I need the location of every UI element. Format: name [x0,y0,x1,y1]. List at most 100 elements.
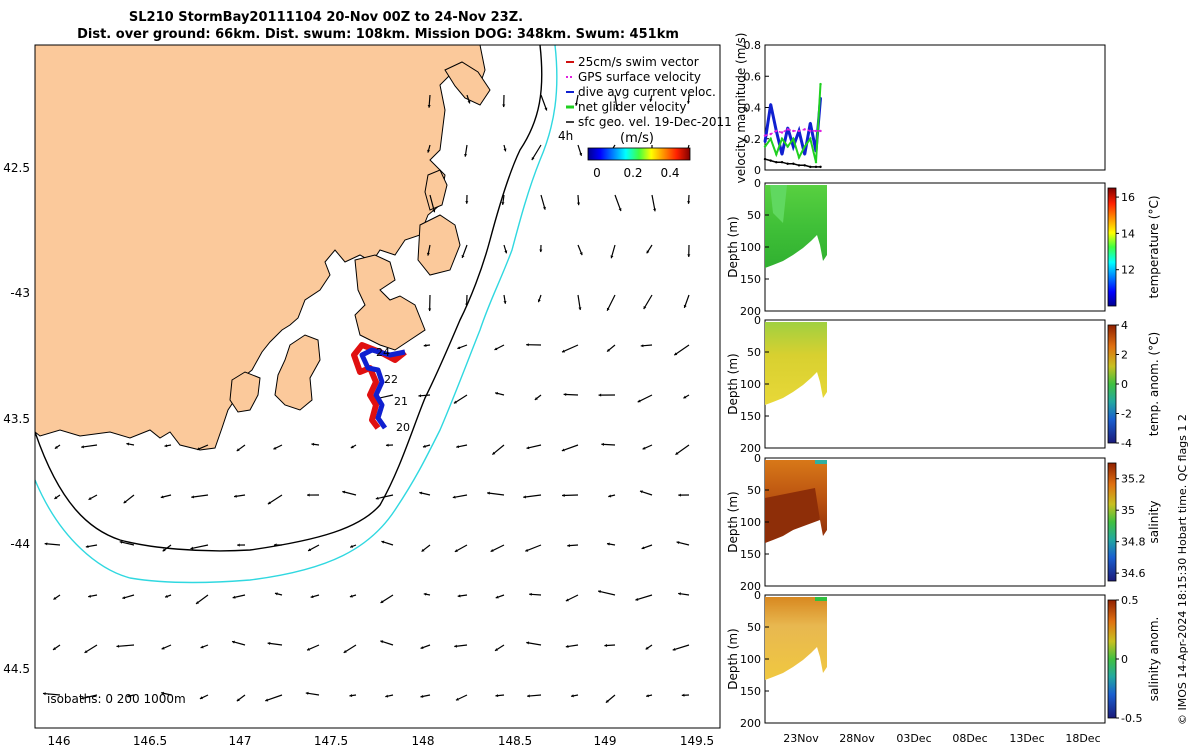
velocity-point [815,166,817,168]
section-colorbar [1108,600,1116,718]
velocity-point [803,164,805,166]
lon-tick: 148.5 [498,734,532,748]
map-lat-ticks: 42.5 -43 43.5 -44 44.5 [3,161,30,676]
velocity-point [815,161,817,163]
colorbar-tick-label: 0 [1121,378,1128,391]
depth-tick-label: 50 [747,346,761,359]
colorbar-tick-label: 2 [1121,349,1128,362]
section-colorbar [1108,325,1116,443]
velocity-point [764,158,766,160]
velocity-point [769,138,771,140]
velocity-point [786,163,788,165]
velocity-point [798,156,800,158]
depth-tick-label: 50 [747,484,761,497]
velocity-point [803,145,805,147]
title-line-1: SL210 StormBay20111104 20-Nov 00Z to 24-… [129,10,523,25]
velocity-point [781,153,783,155]
velocity-point [764,134,766,136]
velocity-point [775,130,777,132]
lat-tick: -43 [10,286,30,300]
colorbar-label: salinity anom. [1147,617,1161,702]
colorbar-tick-label: 34.6 [1121,567,1146,580]
lon-tick: 146 [48,734,71,748]
legend-geo-label: sfc geo. vel. 19-Dec-2011 [578,115,732,129]
colorbar-tick: 0.2 [623,166,642,180]
time-tick-label: 23Nov [783,732,819,745]
depth-tick-label: 100 [740,241,761,254]
scale-label-4h: 4h [558,129,573,143]
velocity-point [769,103,771,105]
section-data-patch [815,597,827,601]
velocity-point [819,83,821,85]
lat-tick: 42.5 [3,161,30,175]
legend-gps-label: GPS surface velocity [578,70,701,84]
depth-axis-label: Depth (m) [726,353,740,414]
colorbar-tick-label: 35 [1121,504,1135,517]
lon-tick: 147 [229,734,252,748]
depth-axis-label: Depth (m) [726,491,740,552]
depth-tick-label: 200 [740,717,761,730]
depth-tick-label: 0 [754,314,761,327]
isobath-label: isobaths: 0 200 1000m [47,692,186,706]
colorbar-label: temp. anom. (°C) [1147,332,1161,436]
velocity-point [769,133,771,135]
velocity-point [764,145,766,147]
colorbar-tick-label: 0 [1121,653,1128,666]
lat-tick: 43.5 [3,412,30,426]
colorbar-tick-label: 14 [1121,227,1135,240]
velocity-ytick-label: 0 [754,164,761,177]
velocity-point [775,161,777,163]
velocity-point [809,166,811,168]
velocity-point [764,141,766,143]
velocity-point [815,130,817,132]
colorbar-tick-label: 34.8 [1121,536,1146,549]
depth-tick-label: 0 [754,589,761,602]
colorbar-tick-label: 16 [1121,191,1135,204]
velocity-point [769,159,771,161]
lon-tick: 147.5 [314,734,348,748]
colorbar-tick-label: -2 [1121,408,1132,421]
time-tick-label: 13Dec [1009,732,1044,745]
colorbar-tick-label: 12 [1121,264,1135,277]
velocity-point [798,130,800,132]
velocity-point [775,153,777,155]
velocity-point [781,161,783,163]
colorbar-tick-label: 0.5 [1121,594,1139,607]
colorbar-tick: 0 [593,166,601,180]
velocity-point [819,166,821,168]
velocity-point [786,128,788,130]
legend-current-label: dive avg current veloc. [578,85,716,99]
time-tick-label: 28Nov [839,732,875,745]
track-label-20: 20 [396,421,410,434]
depth-tick-label: 150 [740,273,761,286]
velocity-point [792,138,794,140]
velocity-point [781,131,783,133]
section-data-patch [815,460,827,464]
depth-axis-label: Depth (m) [726,628,740,689]
colorbar-tick-label: 35.2 [1121,473,1146,486]
velocity-panel: 00.20.40.60.8 velocity magnitude (m/s) [734,33,1105,184]
colorbar-label: salinity [1147,500,1161,543]
track-label-21: 21 [394,395,408,408]
title-line-2: Dist. over ground: 66km. Dist. swum: 108… [77,27,679,42]
velocity-point [809,138,811,140]
depth-tick-label: 150 [740,685,761,698]
lat-tick: 44.5 [3,662,30,676]
depth-tick-label: 50 [747,209,761,222]
depth-tick-label: 150 [740,548,761,561]
time-tick-label: 18Dec [1065,732,1100,745]
velocity-point [809,130,811,132]
legend-net-label: net glider velocity [578,100,686,114]
depth-tick-label: 100 [740,516,761,529]
section-colorbar [1108,463,1116,581]
time-tick-label: 08Dec [952,732,987,745]
speed-colorbar [588,148,690,160]
colorbar-label: temperature (°C) [1147,196,1161,299]
